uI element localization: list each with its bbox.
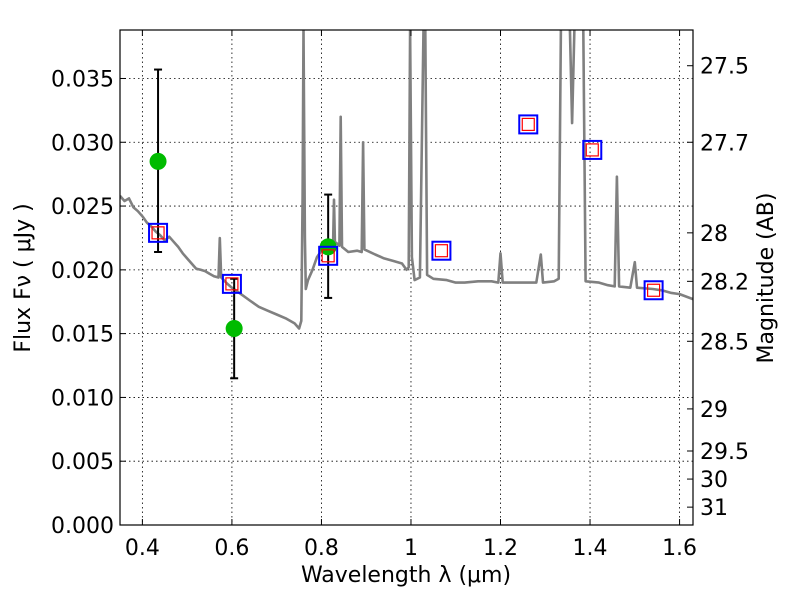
- y-axis-label: Flux Fν ( μJy ): [11, 203, 36, 352]
- mag-tick-label: 27.5: [700, 55, 749, 80]
- y-tick-label: 0.035: [51, 67, 114, 92]
- y2-axis-label: Magnitude (AB): [754, 193, 779, 364]
- x-axis-label: Wavelength λ (μm): [301, 563, 511, 588]
- y-tick-label: 0.025: [51, 195, 114, 220]
- model-point-inner: [521, 117, 535, 132]
- model-point-inner: [647, 283, 661, 297]
- spectrum-line: [120, 30, 693, 330]
- ticks: [120, 30, 693, 526]
- y-tick-label: 0.010: [51, 386, 114, 411]
- model-point-inner: [585, 143, 599, 157]
- spectrum-series: [120, 30, 693, 330]
- model-point: [221, 273, 242, 294]
- model-point: [431, 240, 452, 261]
- mag-tick-label: 31: [700, 496, 728, 521]
- y-tick-label: 0.020: [51, 259, 114, 284]
- mag-tick-label: 29.5: [700, 440, 749, 465]
- x-tick-label: 1: [404, 536, 418, 561]
- mag-tick-label: 28.5: [700, 330, 749, 355]
- model-points: [148, 114, 664, 301]
- mag-tick-label: 29: [700, 398, 728, 423]
- y-tick-label: 0.030: [51, 131, 114, 156]
- y-tick-label: 0.005: [51, 450, 114, 475]
- x-tick-label: 0.4: [125, 536, 160, 561]
- x-tick-label: 1.4: [573, 536, 608, 561]
- x-tick-label: 0.6: [214, 536, 249, 561]
- y-tick-label: 0.015: [51, 323, 114, 348]
- model-point: [518, 114, 539, 135]
- model-point-inner: [434, 244, 449, 258]
- x-tick-label: 0.8: [304, 536, 339, 561]
- model-point-inner: [151, 226, 165, 240]
- observed-point: [225, 320, 243, 338]
- mag-tick-label: 30: [700, 468, 728, 493]
- model-point: [318, 245, 339, 266]
- model-point: [582, 139, 603, 160]
- model-point-inner: [321, 249, 335, 263]
- tick-labels: 0.4 0.6 0.8 1 1.2 1.4 1.6 0.000 0.005 0.010 0.015 0…: [51, 55, 749, 561]
- x-tick-label: 1.6: [662, 536, 697, 561]
- observed-point: [149, 152, 167, 170]
- mag-tick-label: 27.7: [700, 131, 749, 156]
- model-point: [643, 280, 664, 301]
- mag-tick-label: 28: [700, 222, 728, 247]
- model-point-inner: [225, 277, 239, 291]
- mag-tick-label: 28.2: [700, 270, 749, 295]
- x-tick-label: 1.2: [483, 536, 518, 561]
- y-tick-label: 0.000: [51, 514, 114, 539]
- plot-frame: [119, 29, 694, 526]
- model-point: [148, 222, 169, 243]
